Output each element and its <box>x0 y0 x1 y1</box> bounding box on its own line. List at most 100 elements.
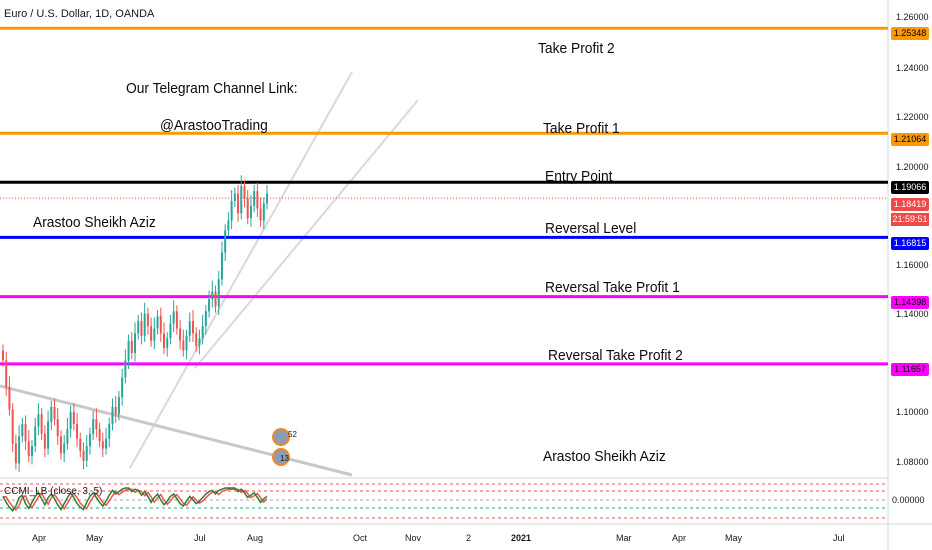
label-take-profit-1[interactable]: Take Profit 1 <box>543 120 620 137</box>
candle-body <box>108 424 111 439</box>
candle-body <box>2 350 4 361</box>
label-author-bottom[interactable]: Arastoo Sheikh Aziz <box>543 448 666 465</box>
flag-icon: 13 <box>272 448 290 466</box>
candle-body <box>5 360 8 388</box>
candle-body <box>8 387 11 410</box>
candle-body <box>53 406 56 420</box>
candle-body <box>47 421 50 449</box>
ccmi-pane <box>0 483 888 519</box>
y-tick: 1.24000 <box>896 63 929 73</box>
candle-body <box>140 321 143 336</box>
candle-body <box>156 316 159 329</box>
candle-body <box>172 311 175 324</box>
svg-text:13: 13 <box>280 454 289 463</box>
candle-body <box>50 406 53 422</box>
candle-body <box>37 414 40 427</box>
y-tick: 1.14000 <box>896 309 929 319</box>
channel-upper-line <box>129 71 353 469</box>
candle-body <box>121 377 124 398</box>
trend-channel[interactable] <box>0 71 419 477</box>
candle-body <box>101 441 104 449</box>
candle-body <box>105 438 108 449</box>
y-tick: 1.08000 <box>896 457 929 467</box>
x-tick: Oct <box>353 533 368 543</box>
x-tick: Mar <box>616 533 632 543</box>
candle-body <box>27 441 30 456</box>
candle-body <box>63 443 66 454</box>
candle-body <box>11 409 14 444</box>
label-reversal-tp2[interactable]: Reversal Take Profit 2 <box>548 347 683 364</box>
candle-body <box>166 338 169 349</box>
candle-body <box>117 397 120 415</box>
candle-body <box>246 198 249 219</box>
candle-body <box>92 419 95 434</box>
candle-body <box>191 321 194 334</box>
candle-body <box>150 326 153 341</box>
candle-body <box>233 193 236 202</box>
candle-body <box>220 252 223 280</box>
candle-body <box>224 230 227 253</box>
candle-body <box>175 311 178 329</box>
candle-body <box>69 411 72 429</box>
earnings-badge-bottom[interactable]: 13 <box>272 448 300 466</box>
candle-body <box>114 406 117 415</box>
price-pill-tp1: 1.21064 <box>891 133 929 146</box>
candle-body <box>169 323 172 339</box>
y-tick: 1.20000 <box>896 162 929 172</box>
symbol-title[interactable]: Euro / U.S. Dollar, 1D, OANDA <box>4 8 155 20</box>
candle-body <box>76 424 79 439</box>
x-tick: Jul <box>194 533 206 543</box>
candle-body <box>163 333 165 349</box>
candle-body <box>198 338 201 346</box>
label-handle[interactable]: @ArastooTrading <box>160 117 268 134</box>
candle-body <box>188 321 191 336</box>
candle-body <box>143 313 146 336</box>
x-tick: Nov <box>405 533 422 543</box>
candle-body <box>243 186 246 199</box>
candle-body <box>18 436 21 464</box>
candle-body <box>227 220 230 231</box>
x-tick: Jul <box>833 533 845 543</box>
candle-body <box>204 311 207 327</box>
candle-body <box>134 333 137 353</box>
x-tick: 2021 <box>511 533 532 543</box>
trendline-down <box>0 384 353 477</box>
x-tick: May <box>86 533 104 543</box>
ccmi-signal-line <box>3 488 268 511</box>
candles <box>2 175 269 472</box>
candle-body <box>111 406 114 425</box>
y-tick: 1.10000 <box>896 407 929 417</box>
candle-body <box>256 191 259 209</box>
label-author-top[interactable]: Arastoo Sheikh Aziz <box>33 214 156 231</box>
label-telegram[interactable]: Our Telegram Channel Link: <box>126 80 298 97</box>
candle-body <box>146 313 149 327</box>
indicator-label[interactable]: CCMI_LB (close, 3, 5) <box>4 486 103 497</box>
candle-body <box>230 201 233 221</box>
earnings-badge-top[interactable]: 52 <box>272 428 300 446</box>
x-tick: Apr <box>672 533 687 543</box>
candle-body <box>195 333 198 346</box>
price-pill-current: 1.18419 <box>891 198 929 211</box>
candle-body <box>182 340 185 351</box>
x-tick: 2 <box>466 533 472 543</box>
candle-body <box>211 291 214 300</box>
candle-body <box>201 326 204 339</box>
candle-body <box>79 438 82 452</box>
svg-text:52: 52 <box>288 430 297 439</box>
price-pill-rtp2: 1.11657 <box>891 363 929 376</box>
label-entry-point[interactable]: Entry Point <box>545 168 613 185</box>
label-take-profit-2[interactable]: Take Profit 2 <box>538 40 615 57</box>
candle-body <box>253 191 256 206</box>
label-reversal-level[interactable]: Reversal Level <box>545 220 637 237</box>
price-pill-tp2: 1.25348 <box>891 27 929 40</box>
channel-lower-line <box>194 99 419 369</box>
candle-body <box>21 424 24 437</box>
candle-body <box>127 340 130 361</box>
candle-body <box>34 426 37 447</box>
label-reversal-tp1[interactable]: Reversal Take Profit 1 <box>545 279 680 296</box>
price-pill-rtp1: 1.14398 <box>891 296 929 309</box>
candle-body <box>82 451 85 461</box>
candle-body <box>249 205 252 219</box>
candle-body <box>262 203 265 221</box>
